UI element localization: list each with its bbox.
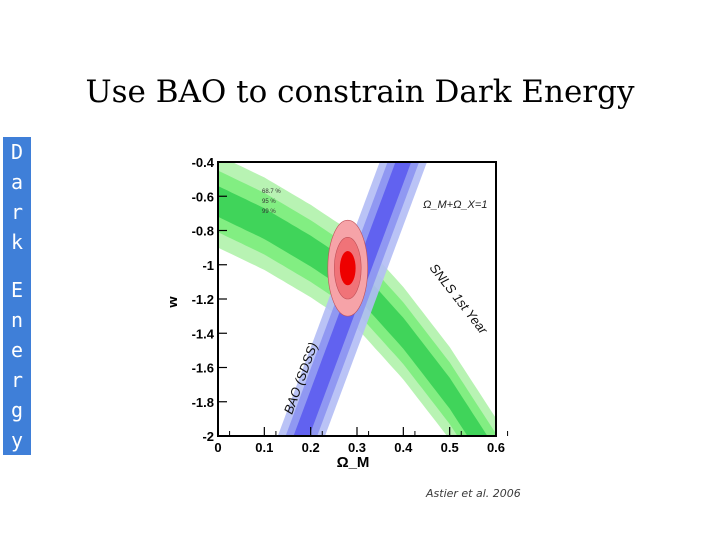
y-tick-label: -1 [202, 258, 214, 273]
x-tick-label: 0.3 [348, 440, 366, 455]
y-axis-label: w [170, 296, 181, 309]
x-tick-label: 0.5 [441, 440, 459, 455]
citation: Astier et al. 2006 [426, 487, 521, 500]
y-tick-label: -1.4 [192, 326, 215, 341]
flat-universe-annotation: Ω_M+Ω_X=1 [423, 199, 487, 211]
y-tick-label: -1.8 [192, 395, 214, 410]
side-letter: k [10, 230, 24, 254]
joint-contour-ellipse-1 [339, 251, 356, 286]
y-tick-label: -0.8 [192, 224, 214, 239]
snls-contour-band-1 [218, 186, 488, 436]
side-letter: r [10, 368, 24, 392]
side-letter: g [10, 398, 24, 422]
side-letter: n [10, 308, 24, 332]
side-letter: y [10, 428, 24, 452]
confidence-label-99: 99 % [262, 209, 276, 215]
x-tick-label: 0.4 [394, 440, 413, 455]
side-letter: r [10, 200, 24, 224]
side-letter: a [10, 170, 24, 194]
chart-figure: 0 0.1 0.2 0.3 0.4 0.5 0.6 -0.4 -0.6 -0.8 -1 -1.2 -1.… [164, 150, 555, 482]
y-tick-label: -0.4 [192, 155, 215, 170]
y-tick-label: -2 [202, 429, 214, 444]
confidence-label-95: 95 % [262, 199, 276, 205]
confidence-label-68: 68.7 % [262, 189, 281, 195]
contour-chart-svg: 0 0.1 0.2 0.3 0.4 0.5 0.6 -0.4 -0.6 -0.8 -1 -1.2 -1.… [164, 155, 555, 471]
side-letter: e [10, 338, 24, 362]
x-tick-label: 0.2 [302, 440, 320, 455]
x-tick-label: 0.1 [255, 440, 273, 455]
y-tick-label: -1.2 [192, 292, 214, 307]
side-letter: E [10, 278, 24, 302]
side-letter: D [10, 140, 24, 164]
x-tick-label: 0 [214, 440, 221, 455]
y-tick-label: -1.6 [192, 361, 214, 376]
x-axis-label: Ω_M [337, 454, 370, 471]
slide-title: Use BAO to constrain Dark Energy [85, 74, 635, 110]
x-tick-label: 0.6 [487, 440, 505, 455]
y-tick-label: -0.6 [192, 189, 214, 204]
